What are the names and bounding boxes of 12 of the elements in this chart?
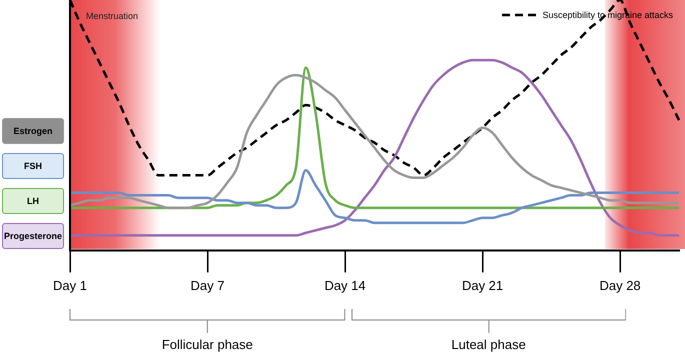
text: Luteal phase [451,337,526,352]
text: Follicular phase [162,337,253,352]
x-tick-label: Day 14 [324,278,366,293]
series-label: Progesterone [2,223,64,249]
text: LH [2,188,64,214]
x-tick-label: Day 1 [53,278,87,293]
annotation: Menstruation [86,11,138,21]
x-tick-label: Day 7 [190,278,224,293]
text: FSH [2,153,64,179]
x-tick-label: Day 21 [462,278,504,293]
text: Estrogen [2,118,64,144]
x-tick-label: Day 28 [599,278,641,293]
